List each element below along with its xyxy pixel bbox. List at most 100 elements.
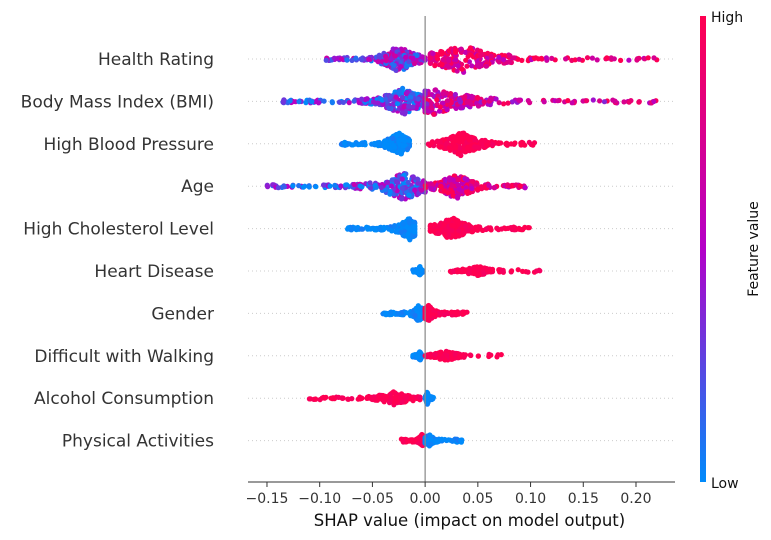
data-point — [452, 91, 458, 98]
data-point — [423, 354, 429, 360]
data-point — [407, 98, 413, 104]
data-point — [482, 265, 488, 271]
data-point — [516, 226, 522, 232]
data-point — [438, 48, 444, 55]
data-point — [471, 144, 478, 150]
data-point — [392, 223, 398, 229]
feature-label: High Cholesterol Level — [23, 220, 214, 240]
data-point — [398, 229, 404, 235]
data-point — [538, 55, 545, 61]
data-point — [280, 99, 286, 106]
data-point — [313, 184, 319, 190]
data-point — [449, 183, 455, 189]
data-point — [345, 396, 351, 402]
data-point — [505, 182, 511, 188]
data-point — [451, 223, 457, 229]
data-point — [439, 62, 445, 68]
data-point — [488, 96, 494, 102]
data-point — [496, 54, 502, 60]
data-point — [475, 272, 481, 278]
feature-label: Difficult with Walking — [34, 347, 214, 367]
data-point — [372, 182, 378, 188]
data-point — [411, 60, 418, 67]
data-point — [287, 98, 293, 104]
data-point — [360, 140, 366, 146]
data-point — [427, 223, 433, 229]
data-point — [383, 96, 389, 102]
feature-label: Physical Activities — [62, 432, 214, 452]
data-point — [406, 192, 412, 198]
data-point — [483, 63, 489, 69]
data-point — [460, 311, 466, 317]
data-point — [349, 57, 355, 64]
data-point — [296, 99, 302, 105]
data-point — [469, 185, 475, 192]
data-point — [473, 224, 479, 230]
x-tick-label: 0.15 — [568, 491, 599, 507]
data-point — [414, 176, 420, 182]
data-point — [428, 228, 434, 234]
data-points — [264, 45, 660, 449]
data-point — [309, 98, 315, 105]
data-point — [481, 271, 487, 277]
data-point — [433, 87, 439, 93]
data-point — [290, 183, 296, 189]
data-point — [618, 57, 624, 64]
data-point — [381, 224, 387, 230]
data-point — [491, 185, 497, 191]
data-point — [526, 139, 532, 145]
data-point — [346, 100, 352, 106]
data-point — [392, 144, 398, 150]
data-point — [425, 304, 431, 310]
colorbar-low-label: Low — [711, 476, 739, 492]
feature-label: Age — [181, 177, 214, 197]
data-point — [393, 229, 399, 235]
feature-label: Health Rating — [98, 50, 214, 70]
data-point — [458, 437, 464, 443]
data-point — [307, 396, 313, 402]
colorbar-title: Feature value — [746, 201, 762, 297]
data-point — [468, 101, 474, 107]
data-point — [399, 185, 405, 191]
data-point — [450, 177, 456, 183]
data-point — [402, 393, 408, 399]
data-point — [516, 97, 522, 103]
data-point — [384, 179, 391, 185]
data-point — [432, 352, 438, 358]
data-point — [449, 438, 455, 444]
data-point — [427, 313, 433, 319]
data-point — [428, 185, 434, 191]
data-point — [496, 100, 502, 106]
data-point — [453, 49, 459, 56]
data-point — [520, 226, 526, 232]
data-point — [428, 105, 435, 111]
data-point — [410, 104, 416, 110]
data-point — [636, 99, 642, 105]
data-point — [332, 182, 338, 188]
data-point — [482, 137, 488, 143]
data-point — [455, 63, 461, 69]
data-point — [404, 89, 410, 95]
data-point — [388, 396, 394, 402]
data-point — [398, 64, 404, 70]
x-axis-title: SHAP value (impact on model output) — [314, 511, 625, 530]
data-point — [434, 56, 441, 62]
data-point — [398, 196, 405, 202]
data-point — [352, 226, 358, 232]
data-point — [500, 57, 507, 63]
data-point — [376, 139, 382, 146]
data-point — [464, 145, 470, 151]
data-point — [453, 105, 459, 111]
data-point — [415, 180, 421, 186]
data-point — [549, 55, 555, 62]
data-point — [464, 189, 470, 195]
data-point — [445, 190, 451, 196]
data-point — [530, 142, 536, 148]
data-point — [466, 270, 472, 276]
data-point — [441, 188, 447, 194]
data-point — [522, 185, 528, 191]
data-point — [321, 182, 327, 188]
feature-label: High Blood Pressure — [44, 135, 214, 155]
data-point — [442, 436, 448, 443]
